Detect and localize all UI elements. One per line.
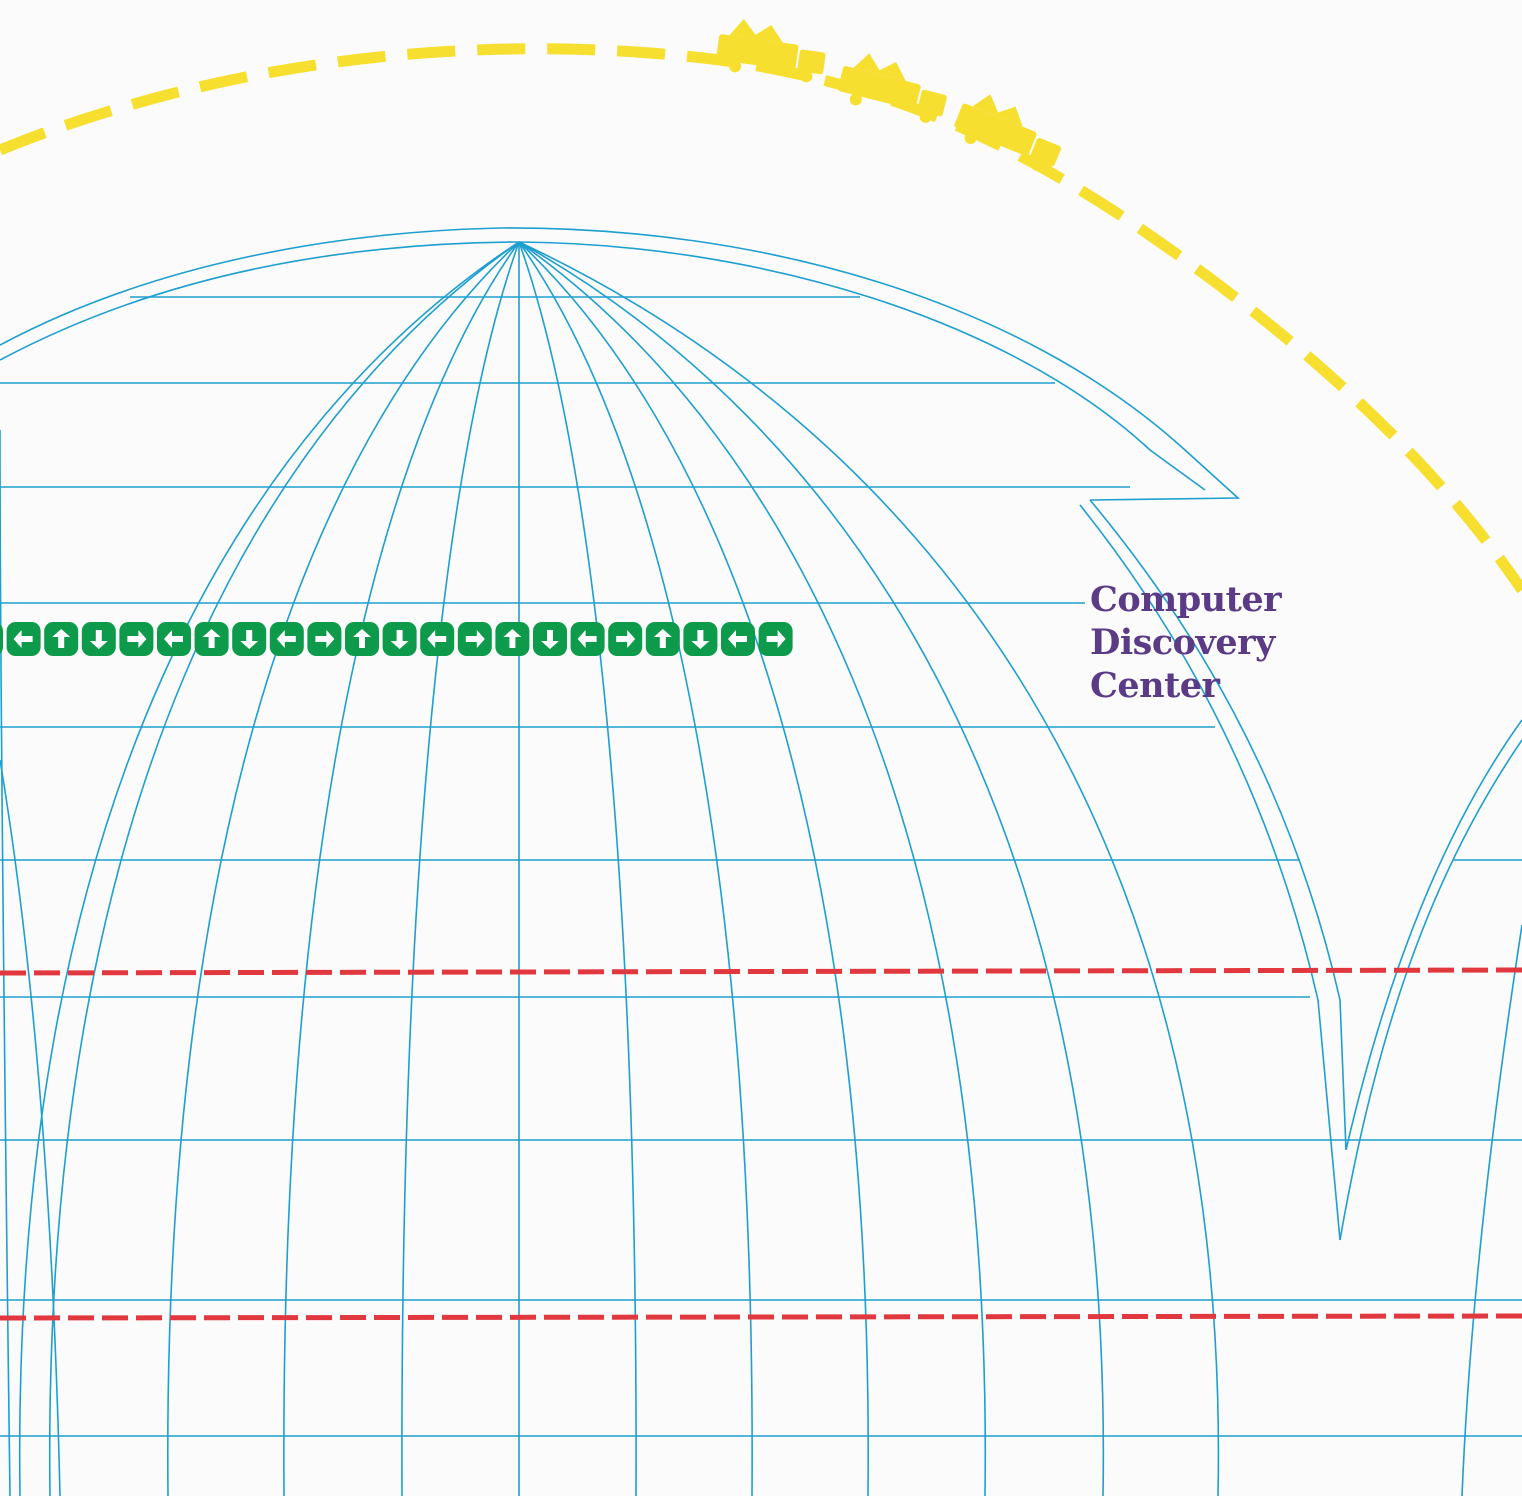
dashed-paths: [0, 43, 1522, 1321]
truck-wheel: [849, 93, 862, 106]
arrow-block-icon: [608, 622, 643, 656]
arrow-up-icon: [202, 629, 221, 648]
truck-cargo: [729, 19, 783, 43]
meridian-line: [0, 429, 11, 1496]
meridian-line: [401, 241, 520, 1496]
truck-icon: [837, 53, 947, 123]
arrow-right-icon: [766, 630, 786, 648]
arrow-block-icon: [81, 622, 116, 656]
arrow-block-icon: [269, 622, 304, 656]
dome-outline: [0, 227, 1241, 501]
arrow-row: [0, 622, 793, 656]
title-line-2: Discovery: [1090, 622, 1275, 663]
arrow-left-icon: [164, 630, 183, 648]
arrow-block-icon: [232, 622, 267, 656]
arrow-block-icon: [119, 622, 154, 656]
arrow-block-icon: [307, 622, 342, 656]
arrow-up-icon: [503, 629, 522, 648]
truck-cargo: [972, 94, 1023, 127]
arrow-left-icon: [728, 630, 747, 648]
arch-line: [1345, 719, 1522, 1151]
globe-grid: [0, 227, 1522, 1496]
arrow-block-icon: [345, 622, 379, 656]
dome-edge: [1079, 504, 1341, 1241]
arrow-block-icon: [758, 622, 793, 656]
arrow-right-icon: [465, 630, 485, 648]
arrow-block-icon: [0, 624, 3, 654]
arrow-left-icon: [427, 630, 447, 648]
meridian-line: [518, 241, 1105, 1496]
arrow-block-icon: [194, 622, 229, 656]
truck-cargo: [853, 53, 906, 81]
arrow-block-icon: [495, 622, 530, 656]
truck-wheel: [964, 131, 977, 144]
meridian-line: [283, 241, 520, 1496]
arrow-left-icon: [276, 630, 296, 648]
arch-meridian: [1461, 924, 1522, 1496]
meridian-line: [518, 241, 637, 1496]
arch-line: [1339, 739, 1522, 1241]
arrow-block-icon: [533, 622, 567, 656]
arrow-block-icon: [44, 622, 79, 656]
arrow-block-icon: [683, 622, 718, 656]
arrow-left-icon: [577, 630, 597, 648]
meridian-line: [18, 241, 520, 1496]
arrow-down-icon: [390, 630, 409, 649]
yellow-dashed-arc: [0, 43, 1522, 594]
arrow-right-icon: [315, 630, 335, 648]
arrow-block-icon: [645, 622, 680, 656]
arrow-block-icon: [420, 622, 455, 656]
meridian-line: [518, 241, 869, 1496]
arrow-down-icon: [240, 630, 259, 649]
arrow-down-icon: [89, 630, 108, 649]
truck-wheel: [1031, 158, 1044, 171]
truck-convoy: [716, 19, 1061, 171]
meridian-line: [48, 241, 520, 1496]
truck-icon: [716, 19, 826, 83]
title-line-1: Computer: [1090, 579, 1282, 620]
arrow-block-icon: [6, 622, 41, 656]
meridian-line: [518, 241, 987, 1496]
meridian-line: [167, 241, 520, 1496]
truck-body: [954, 103, 1037, 156]
truck-icon: [954, 94, 1061, 171]
arrow-down-icon: [541, 630, 559, 649]
red-dashed-line: [0, 967, 1522, 976]
arrow-block-icon: [570, 622, 605, 656]
title-block: Computer Discovery Center: [1090, 578, 1282, 707]
arrow-up-icon: [52, 629, 71, 648]
dome-edge: [1089, 499, 1347, 1151]
arrow-block-icon: [157, 622, 191, 656]
truck-wheel: [800, 70, 813, 83]
truck-cab: [917, 89, 947, 117]
arrow-up-icon: [353, 629, 371, 648]
arrow-block-icon: [382, 622, 417, 656]
meridian-line: [518, 241, 753, 1496]
truck-wheel: [919, 110, 932, 123]
meridian-line: [518, 241, 1220, 1496]
arrow-block-icon: [457, 622, 492, 656]
arrow-right-icon: [127, 630, 147, 648]
meridian-line: [0, 759, 61, 1496]
red-dashed-line: [0, 1313, 1522, 1321]
arrow-left-icon: [13, 630, 33, 648]
arrow-tile: [0, 624, 3, 654]
truck-wheel: [729, 60, 742, 73]
arrow-right-icon: [616, 630, 636, 648]
arrow-down-icon: [691, 630, 710, 649]
truck-cab: [797, 49, 826, 75]
title-line-3: Center: [1090, 665, 1220, 706]
arrow-up-icon: [653, 629, 672, 648]
truck-body: [837, 66, 921, 110]
dome-outline: [0, 241, 1206, 491]
arrow-block-icon: [721, 622, 755, 656]
